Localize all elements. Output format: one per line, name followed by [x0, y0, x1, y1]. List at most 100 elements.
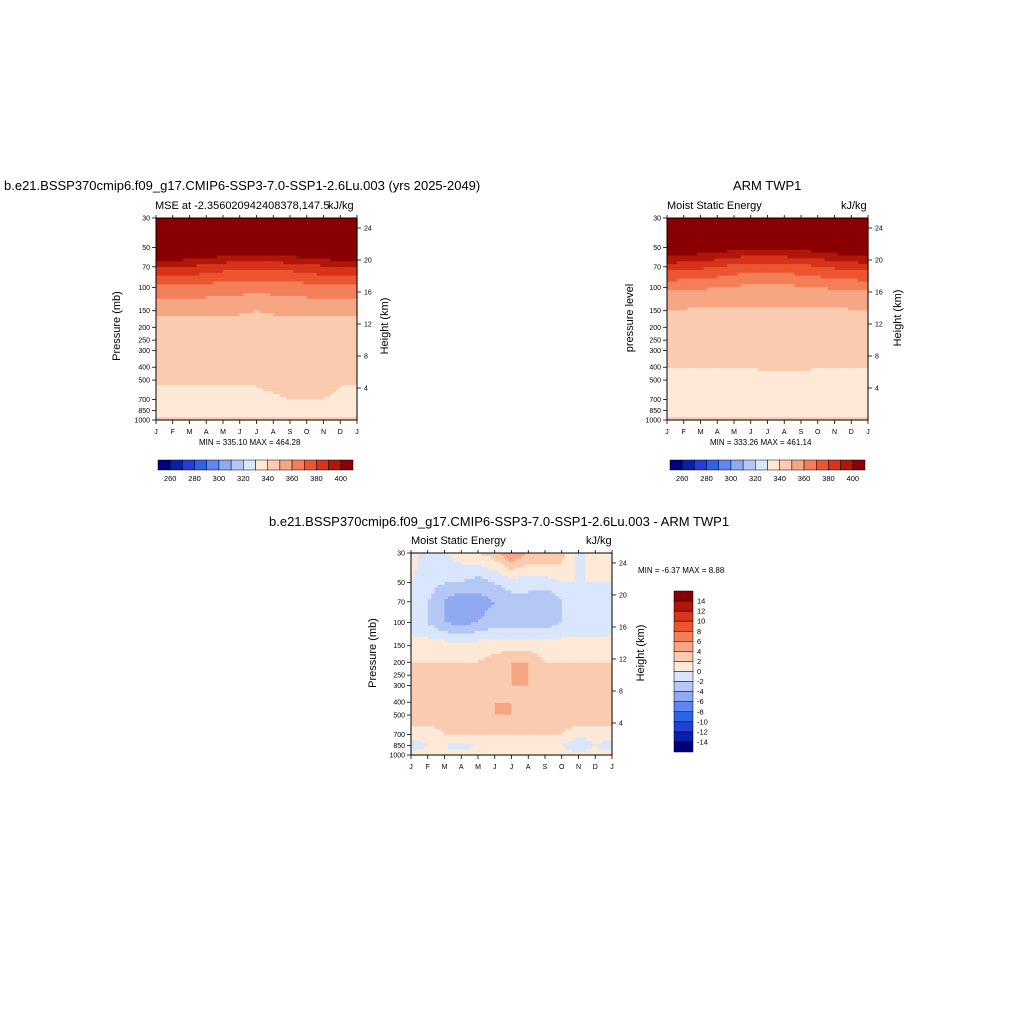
model-field-cell: [172, 235, 177, 239]
model-field-cell: [209, 295, 214, 300]
obs-field-cell: [790, 223, 795, 228]
model-field-cell: [323, 232, 328, 236]
model-field-cell: [186, 356, 191, 360]
model-field-cell: [259, 298, 264, 303]
model-field-cell: [259, 255, 264, 259]
model-field-cell: [226, 252, 231, 257]
model-field-cell: [202, 373, 207, 378]
model-field-cell: [273, 414, 278, 418]
obs-field-cell: [683, 241, 688, 245]
model-field-cell: [172, 243, 177, 248]
obs-field-cell: [864, 235, 869, 239]
obs-field-cell: [727, 218, 732, 222]
model-field-cell: [273, 238, 278, 242]
model-field-cell: [176, 229, 181, 234]
model-field-cell: [229, 275, 234, 280]
model-field-cell: [236, 365, 241, 369]
model-field-cell: [283, 394, 288, 398]
model-field-cell: [233, 321, 237, 326]
model-field-cell: [323, 290, 328, 294]
obs-field-cell: [804, 223, 809, 228]
model-field-cell: [166, 272, 170, 277]
model-field-cell: [276, 295, 281, 300]
model-field-cell: [279, 319, 284, 323]
model-field-cell: [243, 310, 248, 314]
model-field-cell: [169, 388, 174, 392]
model-field-cell: [169, 405, 174, 410]
model-field-cell: [166, 339, 170, 343]
model-field-cell: [159, 342, 164, 346]
obs-field-cell: [807, 223, 812, 228]
model-field-cell: [343, 399, 348, 404]
obs-field-cell: [707, 255, 712, 259]
model-field-cell: [320, 324, 325, 329]
obs-field-cell: [801, 246, 805, 251]
model-field-cell: [279, 391, 284, 395]
model-field-cell: [166, 356, 170, 360]
obs-field-cell: [854, 220, 859, 225]
model-field-cell: [166, 269, 170, 274]
model-field-cell: [256, 379, 261, 384]
model-field-cell: [333, 330, 338, 335]
model-field-cell: [286, 252, 291, 257]
model-field-cell: [182, 316, 187, 320]
model-field-cell: [159, 241, 164, 245]
obs-field-cell: [740, 249, 745, 254]
obs-field-cell: [723, 238, 728, 242]
model-field-cell: [186, 301, 191, 306]
obs-field-cell: [811, 218, 815, 222]
model-field-cell: [256, 353, 261, 358]
obs-field-cell: [707, 218, 712, 222]
model-field-cell: [159, 405, 164, 410]
obs-field-cell: [811, 249, 815, 254]
model-field-cell: [192, 313, 197, 317]
obs-field-cell: [713, 243, 718, 248]
model-field-cell: [209, 293, 214, 297]
model-field-cell: [286, 284, 291, 288]
model-field-cell: [279, 362, 284, 366]
model-field-cell: [212, 293, 217, 297]
obs-field-cell: [817, 220, 822, 225]
model-field-cell: [263, 411, 268, 415]
model-field-cell: [273, 232, 278, 236]
obs-field-cell: [831, 232, 836, 236]
obs-field-cell: [723, 246, 728, 251]
model-field-cell: [219, 226, 224, 231]
model-field-cell: [336, 324, 341, 329]
model-field-cell: [189, 408, 194, 412]
model-field-cell: [276, 365, 281, 369]
model-field-cell: [290, 220, 294, 225]
model-field-cell: [336, 370, 341, 375]
model-field-cell: [353, 339, 358, 343]
model-field-cell: [326, 391, 331, 395]
model-field-cell: [300, 252, 304, 257]
model-field-cell: [273, 298, 278, 303]
model-field-cell: [182, 252, 187, 257]
model-field-cell: [269, 368, 274, 372]
model-field-cell: [266, 278, 271, 283]
model-field-cell: [179, 316, 184, 320]
model-field-cell: [156, 252, 160, 257]
model-field-cell: [206, 267, 211, 271]
model-field-cell: [156, 272, 160, 277]
obs-field-cell: [744, 252, 748, 257]
model-field-cell: [336, 272, 341, 277]
model-field-cell: [179, 243, 184, 248]
obs-field-cell: [693, 246, 698, 251]
model-field-cell: [176, 324, 181, 329]
model-field-cell: [253, 243, 258, 248]
model-field-cell: [306, 290, 311, 294]
model-field-cell: [216, 287, 221, 291]
model-field-cell: [343, 284, 348, 288]
model-field-cell: [179, 301, 184, 306]
model-field-cell: [343, 414, 348, 418]
model-field-cell: [279, 411, 284, 415]
model-field-cell: [182, 298, 187, 303]
model-field-cell: [310, 220, 315, 225]
model-field-cell: [212, 316, 217, 320]
model-field-cell: [276, 307, 281, 311]
model-field-cell: [192, 295, 197, 300]
model-field-cell: [202, 287, 207, 291]
obs-field-cell: [777, 246, 782, 251]
model-field-cell: [249, 255, 254, 259]
